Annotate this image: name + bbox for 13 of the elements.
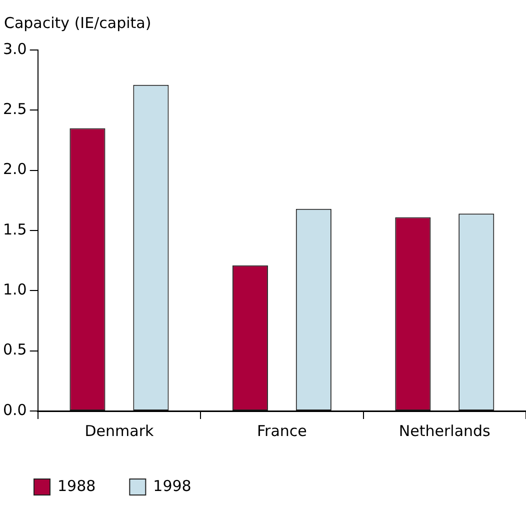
x-tick-label: Netherlands	[398, 422, 491, 440]
y-tick-label: 1.0	[2, 280, 27, 299]
legend-label: 1988	[58, 476, 96, 495]
legend-label: 1998	[153, 476, 192, 495]
x-tick-label: Denmark	[84, 422, 154, 440]
y-tick-label: 3.0	[2, 40, 27, 58]
x-tick-label: France	[256, 422, 307, 440]
y-tick-label: 2.5	[2, 100, 27, 118]
y-tick-label: 0.0	[2, 400, 27, 419]
y-axis-title: Capacity (IE/capita)	[4, 14, 152, 32]
y-tick-label: 1.5	[2, 220, 27, 238]
y-tick-label: 2.0	[2, 160, 27, 178]
y-tick-label: 0.5	[2, 340, 27, 359]
